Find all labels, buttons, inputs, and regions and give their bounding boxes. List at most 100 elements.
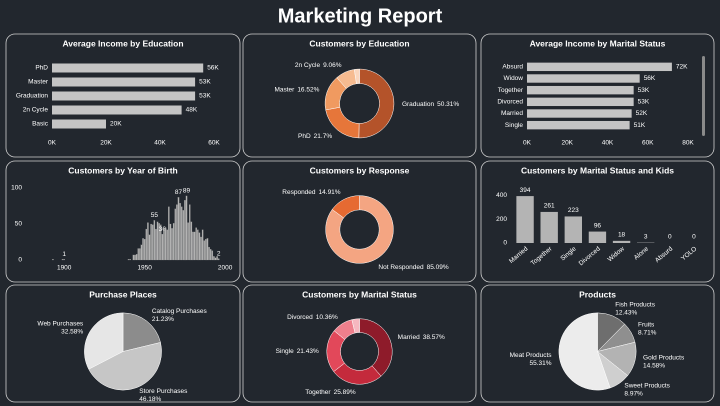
bar — [156, 221, 159, 261]
value-label: 394 — [520, 187, 531, 194]
bar — [161, 233, 164, 261]
slice-value: 9.06% — [323, 62, 342, 69]
slice-category: Web Purchases — [37, 320, 84, 327]
slice-category: Not Responded — [378, 264, 424, 271]
value-label: 3 — [644, 233, 648, 240]
bar — [160, 224, 162, 261]
bar — [209, 249, 212, 261]
bar — [169, 223, 172, 261]
value-label: 261 — [544, 203, 555, 210]
pie-slice — [88, 342, 162, 391]
slice-category: Married — [398, 334, 420, 341]
panel-title: Customers by Marital Status — [302, 289, 417, 299]
value-label: 53K — [199, 79, 211, 86]
panel-title: Customers by Response — [310, 165, 410, 175]
bar — [139, 248, 141, 261]
bar — [164, 227, 167, 261]
bar — [527, 109, 632, 118]
bar — [192, 231, 194, 261]
panel — [5, 33, 241, 158]
panel — [480, 33, 715, 158]
category-label: PhD — [35, 65, 48, 72]
bar — [185, 195, 188, 261]
panel-title: Customers by Education — [309, 38, 409, 48]
bar — [52, 105, 182, 115]
bar — [148, 234, 151, 261]
slice-value: 50.31% — [437, 101, 459, 108]
value-label: 0 — [668, 234, 672, 241]
slice-category: Divorced — [287, 314, 313, 321]
slice-label: Master 16.52% — [274, 86, 319, 93]
slice-category: Catalog Purchases — [152, 308, 208, 315]
slice-value: 25.89% — [334, 389, 356, 396]
category-label: Basic — [32, 121, 49, 128]
bar — [540, 211, 558, 243]
bar — [214, 257, 217, 261]
value-label: 55 — [151, 212, 159, 219]
y-tick-label: 0 — [503, 240, 507, 247]
bar — [527, 97, 634, 107]
bar — [168, 206, 170, 261]
bar — [206, 238, 209, 261]
bar — [179, 203, 181, 261]
bar — [176, 204, 178, 261]
category-label: Widow — [503, 75, 523, 82]
slice-label: Together 25.89% — [305, 389, 356, 396]
bar — [155, 228, 157, 261]
bar — [527, 120, 630, 130]
bar — [203, 240, 205, 261]
slice-label: Sweet Products 8.97% — [624, 382, 670, 397]
slice-category: Fish Products — [615, 301, 655, 308]
bar — [135, 254, 138, 261]
x-tick-label: 2000 — [218, 265, 233, 272]
bar — [180, 206, 183, 261]
x-tick-label: 60K — [208, 140, 220, 147]
panel — [480, 284, 715, 403]
value-label: 20K — [110, 121, 122, 128]
panel — [5, 284, 241, 403]
scrollbar — [702, 56, 705, 136]
slice-value: 8.71% — [638, 329, 657, 336]
slice-label: Single 21.43% — [276, 348, 319, 355]
bar — [187, 222, 189, 261]
donut-segment — [325, 195, 394, 264]
bar — [172, 223, 175, 261]
bar — [564, 216, 582, 243]
bar — [61, 259, 64, 261]
x-tick-label: 40K — [602, 140, 614, 147]
x-tick-label: 1950 — [137, 265, 152, 272]
slice-label: 2n Cycle 9.06% — [295, 62, 342, 69]
panel-title: Purchase Places — [89, 289, 157, 299]
value-label: 56K — [644, 75, 656, 82]
bar — [197, 229, 199, 261]
value-label: 51K — [634, 122, 646, 129]
bar — [612, 240, 631, 243]
value-label: 53K — [638, 87, 650, 94]
bar — [52, 259, 54, 261]
value-label: 87 — [175, 189, 183, 196]
panel-title: Average Income by Education — [62, 38, 183, 48]
slice-label: Store Purchases 46.18% — [139, 388, 188, 403]
slice-label: Married 38.57% — [398, 334, 445, 341]
x-tick-label: 0K — [523, 140, 532, 147]
bar — [52, 91, 196, 101]
value-label: 36 — [159, 226, 167, 233]
slice-label: Divorced 10.36% — [287, 314, 338, 321]
bar — [151, 224, 154, 261]
slice-category: PhD — [298, 133, 311, 140]
slice-value: 21.7% — [314, 133, 333, 140]
slice-label: PhD 21.7% — [298, 133, 332, 140]
bar — [190, 221, 193, 261]
value-label: 53K — [199, 93, 211, 100]
slice-value: 38.57% — [423, 334, 445, 341]
value-label: 1 — [62, 251, 66, 258]
bar — [189, 204, 191, 261]
bar — [195, 227, 197, 261]
panel — [480, 160, 715, 283]
value-label: 96 — [594, 222, 602, 229]
category-label: Single — [505, 122, 523, 129]
bar — [140, 244, 143, 261]
bar — [132, 254, 135, 261]
x-tick-label: 40K — [154, 140, 166, 147]
